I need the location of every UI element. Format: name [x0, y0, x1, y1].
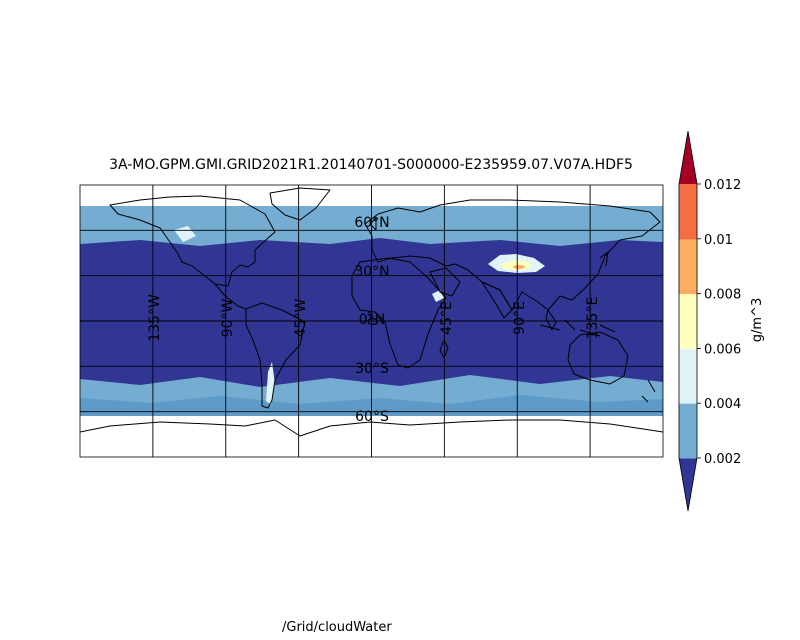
coastline-south-america [245, 302, 306, 409]
meridian-label: 135°E [585, 297, 601, 340]
colorbar-segment [679, 348, 697, 404]
colorbar-segment [679, 238, 697, 295]
meridian-label: 90°W [220, 299, 236, 338]
coastline-india [481, 281, 513, 319]
colorbar: 0.002 0.004 0.006 0.008 0.01 0.012 [678, 130, 741, 512]
meridian-label: 90°E [512, 301, 528, 335]
coastline-africa [351, 257, 447, 369]
meridian-label: 45°E [439, 301, 455, 335]
map-frame [79, 184, 664, 458]
colorbar-tick-label: 0.006 [704, 342, 741, 357]
coastline-greenland [269, 187, 331, 221]
coastline-north-america [109, 195, 276, 287]
colorbar-tick-label: 0.008 [704, 288, 741, 303]
coastline-antarctica [80, 419, 663, 437]
coastline-arabia [429, 267, 461, 297]
map-title: 3A-MO.GPM.GMI.GRID2021R1.20140701-S00000… [109, 157, 633, 173]
variable-label: /Grid/cloudWater [282, 620, 392, 635]
field-tibet-peak [513, 265, 525, 269]
coastline-japan [599, 251, 609, 267]
coastline-central-america [214, 283, 247, 310]
colorbar-label: g/m^3 [750, 298, 765, 342]
colorbar-extend-high [679, 131, 697, 184]
colorbar-extend-low [679, 458, 697, 511]
colorbar-tick-label: 0.01 [704, 233, 733, 248]
parallel-label: 60°N [354, 215, 389, 231]
parallel-lines [80, 229, 663, 413]
colorbar-tick-label: 0.002 [704, 452, 741, 467]
coastline-southeast-asia [545, 309, 557, 331]
coastlines [80, 187, 663, 437]
coastline-indonesia [539, 319, 616, 337]
colorbar-tick-label: 0.012 [704, 178, 741, 193]
colorbar-segment [679, 403, 697, 459]
meridian-label: 0° [366, 310, 382, 326]
meridian-label: 45°W [293, 299, 309, 338]
parallel-label: 30°N [354, 264, 389, 280]
parallel-label: 30°S [355, 361, 389, 377]
colorbar-segment [679, 184, 697, 240]
colorbar-segment [679, 293, 697, 349]
coastline-australia [567, 331, 629, 385]
coastline-eurasia [364, 199, 661, 311]
parallel-label: 60°S [355, 409, 389, 425]
coastline-uk [369, 217, 377, 231]
coastline-new-zealand [641, 379, 656, 403]
meridian-label: 135°W [147, 294, 163, 342]
parallel-label: 0°N [359, 312, 385, 328]
colorbar-tick-label: 0.004 [704, 397, 741, 412]
graticule-labels: 135°W 90°W 45°W 0° 45°E 90°E 135°E 60°S … [147, 215, 601, 425]
